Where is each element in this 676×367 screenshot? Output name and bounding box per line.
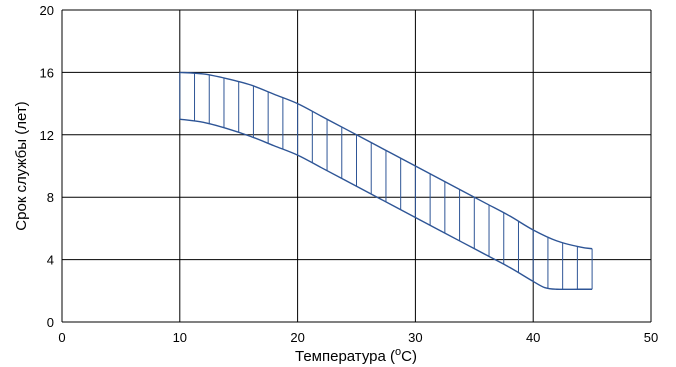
- lower-boundary-line: [179, 118, 593, 291]
- y-tick-label: 8: [47, 190, 54, 205]
- y-tick-label: 0: [47, 315, 54, 330]
- y-tick-label: 12: [40, 128, 54, 143]
- tick-labels: 0 10 20 30 40 50 0 4 8 12 16 20: [40, 3, 659, 345]
- upper-boundary-line: [179, 71, 593, 250]
- x-tick-label: 10: [173, 330, 187, 345]
- x-axis-label: Температура (oC): [295, 346, 417, 365]
- y-tick-label: 4: [47, 253, 54, 268]
- y-tick-label: 16: [40, 65, 54, 80]
- x-tick-label: 30: [408, 330, 422, 345]
- grid: [61, 9, 652, 323]
- x-tick-label: 20: [290, 330, 304, 345]
- y-axis-label: Срок службы (лет): [13, 101, 30, 230]
- lifetime-band: [179, 71, 593, 291]
- y-tick-label: 20: [40, 3, 54, 18]
- x-tick-label: 50: [644, 330, 658, 345]
- x-tick-label: 40: [526, 330, 540, 345]
- x-tick-label: 0: [58, 330, 65, 345]
